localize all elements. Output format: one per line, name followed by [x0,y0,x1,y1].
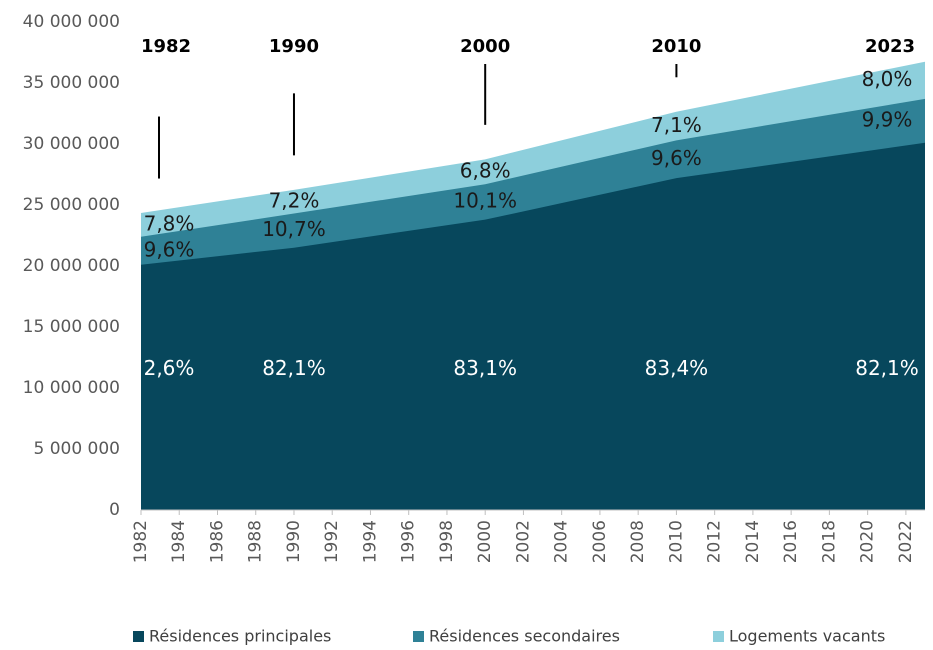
legend-swatch [713,631,724,642]
y-tick-label: 5 000 000 [33,439,120,459]
legend-label: Résidences secondaires [429,627,620,646]
legend-swatch [133,631,144,642]
x-tick-label: 1994 [360,520,380,563]
share-label: 7,1% [651,113,702,137]
year-marker: 1990 [269,36,319,57]
x-tick-label: 1986 [207,520,227,563]
x-tick-label: 2016 [781,520,801,563]
y-tick-label: 20 000 000 [23,256,120,276]
area [141,98,925,265]
legend-swatch [413,631,424,642]
x-tick-label: 2000 [475,520,495,563]
y-tick-label: 25 000 000 [23,195,120,215]
x-tick-label: 2020 [858,520,878,563]
x-tick-label: 2014 [743,520,763,563]
legend-label: Résidences principales [149,627,331,646]
year-marker: 2000 [460,36,510,57]
share-label: 7,8% [144,212,195,236]
share-label: 7,2% [269,188,320,212]
y-tick-label: 30 000 000 [23,134,120,154]
x-tick-label: 1988 [246,520,266,563]
year-marker: 2023 [865,36,915,57]
x-tick-label: 2022 [896,520,916,563]
x-tick-label: 1996 [399,520,419,563]
share-label: 8,0% [862,67,913,91]
year-marker: 2010 [651,36,701,57]
share-label: 10,7% [262,217,326,241]
share-label: 9,9% [862,107,913,131]
share-label: 2,6% [144,356,195,380]
legend-label: Logements vacants [729,627,885,646]
area [141,142,925,510]
x-tick-label: 2012 [705,520,725,563]
year-marker: 1982 [141,36,191,57]
x-tick-label: 2008 [628,520,648,563]
share-label: 83,4% [645,356,709,380]
x-tick-label: 1998 [437,520,457,563]
x-tick-label: 1992 [322,520,342,563]
y-tick-label: 35 000 000 [23,73,120,93]
y-tick-label: 15 000 000 [23,317,120,337]
share-label: 82,1% [855,356,919,380]
x-tick-label: 2004 [552,520,572,563]
share-label: 83,1% [453,356,517,380]
x-tick-label: 2002 [513,520,533,563]
y-tick-label: 10 000 000 [23,378,120,398]
y-tick-label: 40 000 000 [23,12,120,32]
share-label: 6,8% [460,159,511,183]
share-label: 9,6% [651,146,702,170]
x-tick-label: 1990 [284,520,304,563]
area-top [140,61,926,215]
x-tick-label: 2018 [819,520,839,563]
x-tick-label: 1984 [169,520,189,563]
share-label: 10,1% [453,188,517,212]
x-tick-label: 1982 [131,520,151,563]
area [141,62,925,237]
x-tick-label: 2010 [666,520,686,563]
y-tick-label: 0 [109,500,120,520]
share-label: 9,6% [144,237,195,261]
x-tick-label: 2006 [590,520,610,563]
share-label: 82,1% [262,356,326,380]
